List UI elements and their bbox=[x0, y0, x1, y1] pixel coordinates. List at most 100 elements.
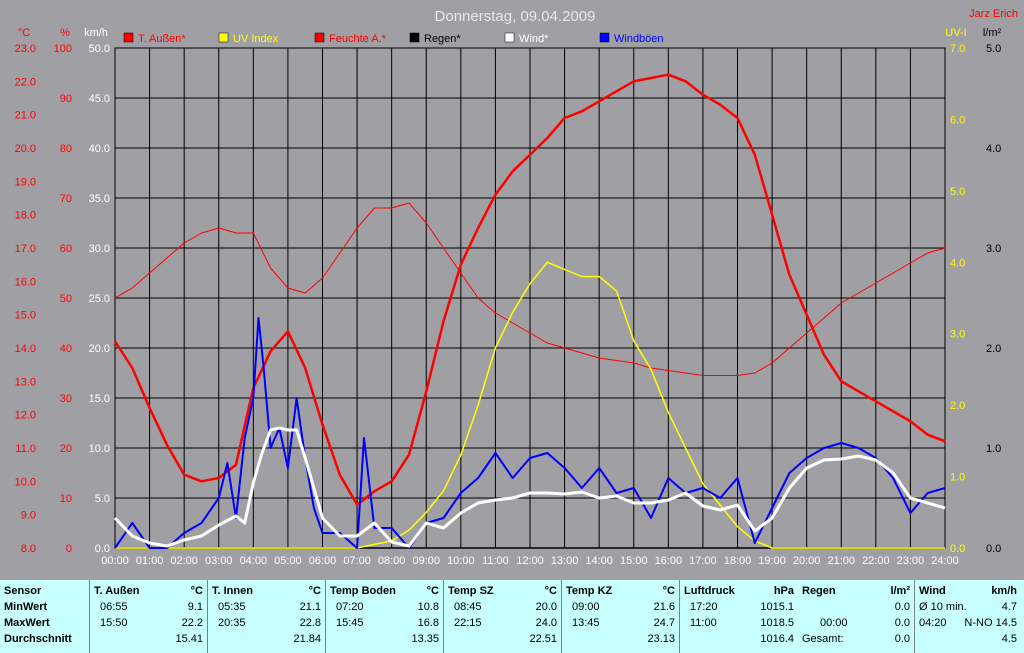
max-value: 22.2 bbox=[181, 617, 203, 629]
min-value: 1015.1 bbox=[760, 601, 794, 613]
temp-tick-label: 14.0 bbox=[15, 343, 36, 355]
wind-tick-label: 45.0 bbox=[89, 93, 110, 105]
rain-unit: l/m² bbox=[890, 585, 910, 597]
max-time: 13:45 bbox=[572, 617, 600, 629]
legend-swatch bbox=[314, 32, 325, 43]
uv-tick-label: 5.0 bbox=[950, 186, 965, 198]
x-tick-label: 05:00 bbox=[274, 555, 302, 567]
rain-tick-label: 0.0 bbox=[986, 543, 1001, 555]
x-tick-label: 23:00 bbox=[897, 555, 925, 567]
rain-tick-label: 2.0 bbox=[986, 343, 1001, 355]
legend-swatch bbox=[599, 32, 610, 43]
stats-column: Luftdruck hPa 17:20 1015.1 11:00 1018.5 1016.4 bbox=[680, 580, 798, 653]
wind-tick-label: 5.0 bbox=[95, 493, 110, 505]
legend-label: T. Außen* bbox=[138, 33, 186, 45]
rain-r2-label: 00:00 bbox=[820, 617, 848, 629]
avg-value: 13.35 bbox=[411, 633, 439, 645]
wind-header: Wind bbox=[919, 585, 946, 597]
stats-column: T. Innen °C 05:35 21.1 20:35 22.8 21.84 bbox=[208, 580, 326, 653]
uv-unit-label: UV-I bbox=[945, 27, 966, 39]
avg-value: 22.51 bbox=[529, 633, 557, 645]
max-time: 22:15 bbox=[454, 617, 482, 629]
x-tick-label: 11:00 bbox=[482, 555, 509, 567]
legend-swatch bbox=[409, 32, 420, 43]
legend-label: UV Index bbox=[233, 33, 279, 45]
min-value: 21.1 bbox=[299, 601, 321, 613]
grid bbox=[114, 47, 946, 549]
wind-tick-label: 15.0 bbox=[89, 393, 110, 405]
temp-tick-label: 9.0 bbox=[21, 510, 36, 522]
col-unit: °C bbox=[426, 585, 439, 597]
wind-r2-direction: N-NO bbox=[964, 617, 993, 629]
col-unit: °C bbox=[308, 585, 321, 597]
x-tick-label: 24:00 bbox=[931, 555, 959, 567]
col-unit: °C bbox=[662, 585, 675, 597]
uv-tick-label: 6.0 bbox=[950, 114, 965, 126]
row-label-min: MinWert bbox=[4, 601, 48, 613]
stats-sensor-column: Sensor MinWert MaxWert Durchschnitt bbox=[0, 580, 90, 653]
wind-tick-label: 50.0 bbox=[89, 43, 110, 55]
max-time: 15:45 bbox=[336, 617, 364, 629]
x-tick-label: 04:00 bbox=[240, 555, 268, 567]
x-tick-label: 21:00 bbox=[827, 555, 855, 567]
hum-tick-label: 40 bbox=[60, 343, 72, 355]
temp-tick-label: 15.0 bbox=[15, 310, 36, 322]
series-line-feuchtea bbox=[114, 202, 946, 376]
legend-label: Wind* bbox=[519, 33, 549, 45]
temp-tick-label: 19.0 bbox=[15, 176, 36, 188]
wind-tick-label: 30.0 bbox=[89, 243, 110, 255]
col-unit: hPa bbox=[773, 585, 794, 597]
uv-tick-label: 1.0 bbox=[950, 472, 965, 484]
min-time: 05:35 bbox=[218, 601, 246, 613]
hum-tick-label: 90 bbox=[60, 93, 72, 105]
max-value: 16.8 bbox=[417, 617, 439, 629]
hum-unit-label: % bbox=[60, 27, 70, 39]
wind-tick-label: 40.0 bbox=[89, 143, 110, 155]
min-time: 09:00 bbox=[572, 601, 600, 613]
max-value: 22.8 bbox=[299, 617, 321, 629]
stats-column: Temp KZ °C 09:00 21.6 13:45 24.7 23.13 bbox=[562, 580, 680, 653]
stats-panel: Sensor MinWert MaxWert Durchschnitt T. A… bbox=[0, 580, 1024, 653]
legend-swatch bbox=[218, 32, 229, 43]
series-line-uvindex bbox=[115, 261, 945, 549]
x-tick-label: 16:00 bbox=[655, 555, 683, 567]
temp-tick-label: 20.0 bbox=[15, 143, 36, 155]
avg-value: 21.84 bbox=[293, 633, 321, 645]
x-tick-label: 00:00 bbox=[101, 555, 129, 567]
legend-label: Windböen bbox=[614, 33, 664, 45]
wind-tick-label: 20.0 bbox=[89, 343, 110, 355]
uv-tick-label: 2.0 bbox=[950, 400, 965, 412]
x-tick-label: 01:00 bbox=[136, 555, 164, 567]
rain-r3-value: 0.0 bbox=[894, 633, 910, 645]
col-header: Luftdruck bbox=[684, 585, 735, 597]
legend-swatch bbox=[123, 32, 134, 43]
wind-r2-value: 14.5 bbox=[995, 617, 1017, 629]
hum-tick-label: 0 bbox=[66, 543, 72, 555]
hum-tick-label: 10 bbox=[60, 493, 72, 505]
temp-tick-label: 22.0 bbox=[15, 76, 36, 88]
x-tick-label: 03:00 bbox=[205, 555, 233, 567]
temp-tick-label: 18.0 bbox=[15, 210, 36, 222]
legend: T. Außen* UV Index Feuchte A.* Regen* Wind* W… bbox=[123, 32, 664, 45]
legend-swatch bbox=[504, 32, 515, 43]
x-tick-label: 07:00 bbox=[343, 555, 371, 567]
min-time: 08:45 bbox=[454, 601, 482, 613]
rain-header: Regen bbox=[802, 585, 836, 597]
max-value: 24.0 bbox=[535, 617, 557, 629]
wind-r1-value: 4.7 bbox=[1001, 601, 1017, 613]
rain-tick-label: 3.0 bbox=[986, 243, 1001, 255]
stats-wind-column: Wind km/h Ø 10 min. 4.7 04:20 N-NO 14.5 4.5 bbox=[915, 580, 1021, 653]
x-tick-label: 06:00 bbox=[309, 555, 337, 567]
max-value: 1018.5 bbox=[760, 617, 794, 629]
temp-tick-label: 10.0 bbox=[15, 476, 36, 488]
temp-tick-label: 17.0 bbox=[15, 243, 36, 255]
hum-tick-label: 60 bbox=[60, 243, 72, 255]
stats-column: Temp Boden °C 07:20 10.8 15:45 16.8 13.35 bbox=[326, 580, 444, 653]
hum-tick-label: 70 bbox=[60, 193, 72, 205]
x-tick-label: 22:00 bbox=[862, 555, 890, 567]
row-label-max: MaxWert bbox=[4, 617, 50, 629]
avg-value: 15.41 bbox=[175, 633, 203, 645]
row-label-avg: Durchschnitt bbox=[4, 633, 72, 645]
col-unit: °C bbox=[190, 585, 203, 597]
max-time: 20:35 bbox=[218, 617, 246, 629]
